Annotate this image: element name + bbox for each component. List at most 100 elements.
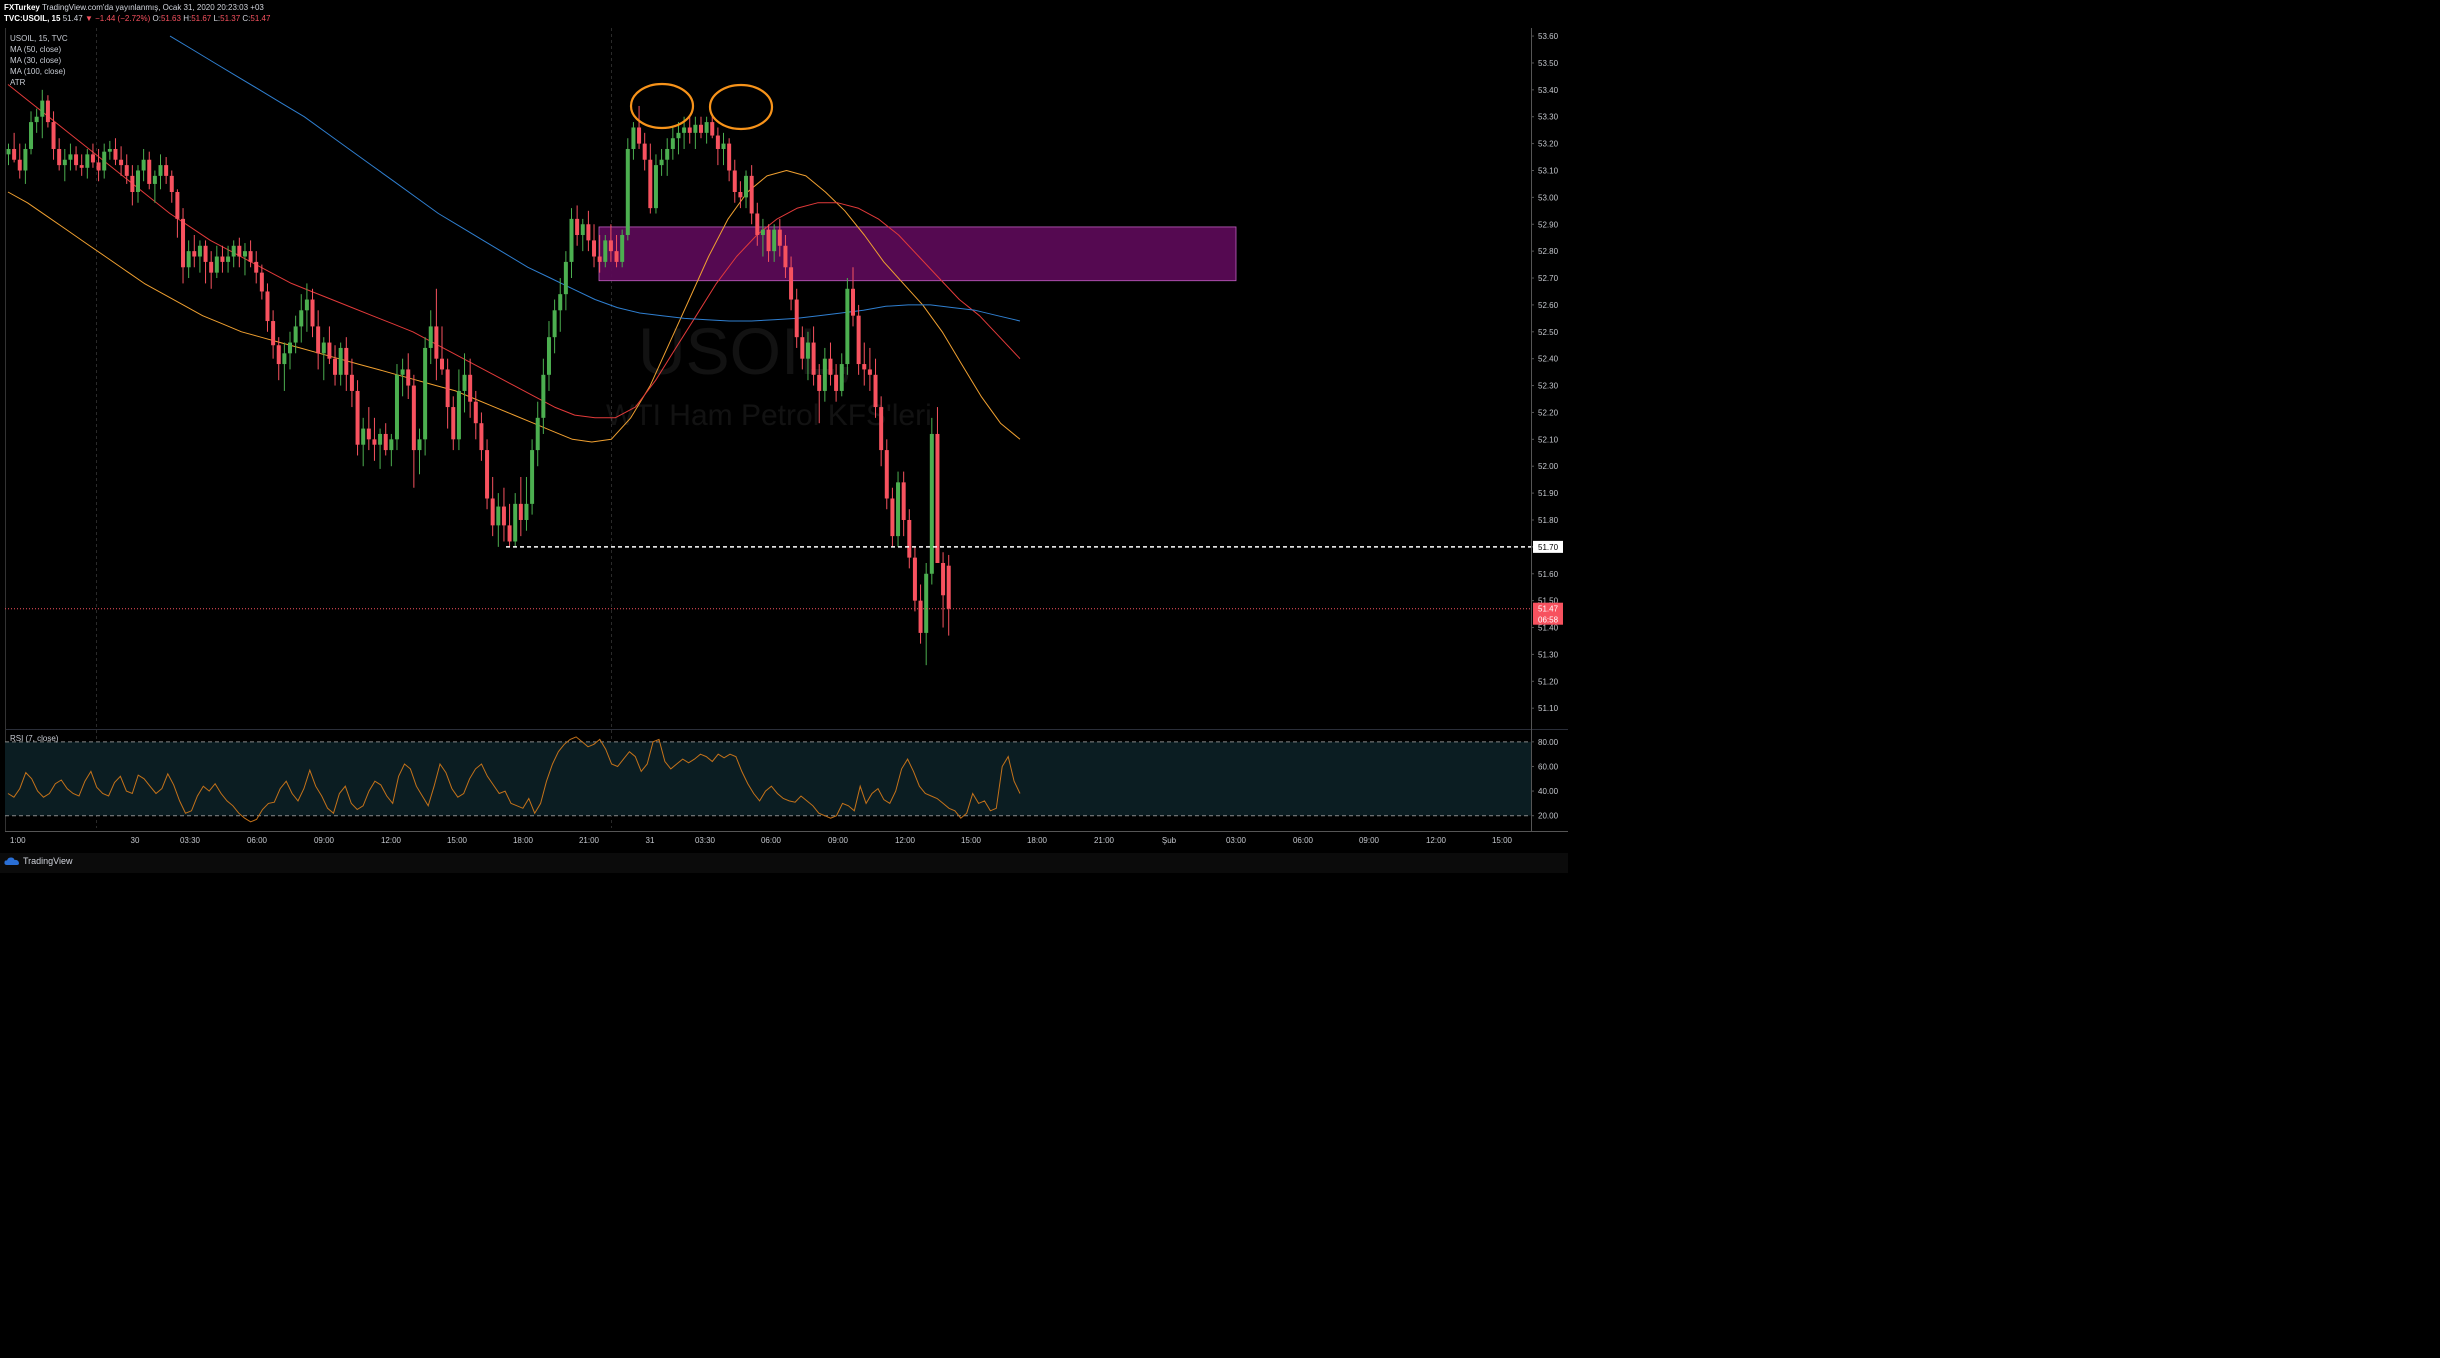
candle-body: [727, 143, 732, 171]
candle-body: [659, 159, 664, 166]
candle-body: [417, 439, 422, 451]
legend-ma50[interactable]: MA (50, close): [10, 45, 62, 54]
candle-body: [496, 506, 501, 526]
legend-atr[interactable]: ATR: [10, 78, 26, 87]
legend-ma100[interactable]: MA (100, close): [10, 67, 66, 76]
publisher-name[interactable]: FXTurkey: [4, 3, 40, 12]
candle: [321, 337, 326, 381]
candle: [68, 143, 73, 171]
rsi-tick-label: 20.00: [1538, 812, 1559, 821]
supply-zone-rect[interactable]: [598, 226, 1237, 282]
publish-date: TradingView.com'da yayınlanmış, Ocak 31,…: [41, 3, 264, 12]
ohlc-info: TVC:USOIL, 15 51.47 ▼ −1.44 (−2.72%) O:5…: [4, 14, 270, 24]
candle: [192, 235, 197, 268]
first-top-circle[interactable]: [629, 82, 695, 130]
tradingview-cloud-icon: [4, 857, 19, 865]
support-price-tag[interactable]: 51.70: [1538, 543, 1559, 552]
candle: [45, 95, 50, 128]
candle: [513, 493, 518, 547]
footer-bar: [0, 853, 1568, 873]
price-tick-label: 52.30: [1538, 382, 1559, 391]
candle: [507, 503, 512, 547]
high-label: H:: [183, 14, 192, 23]
candle: [85, 148, 90, 179]
candle: [423, 337, 428, 456]
rsi-band-fill: [5, 741, 1531, 816]
candle-body: [304, 299, 309, 311]
candle: [383, 423, 388, 456]
price-tick-label: 52.60: [1538, 301, 1559, 310]
candle-body: [440, 358, 445, 370]
candle-body: [57, 148, 62, 166]
candle: [462, 353, 467, 413]
candle: [96, 148, 101, 182]
candle-body: [783, 245, 788, 268]
time-tick-label: 09:00: [314, 836, 335, 845]
candle: [428, 310, 433, 365]
candle-body: [473, 401, 478, 424]
close-label: C:: [242, 14, 251, 23]
candle-body: [276, 345, 281, 365]
candle: [434, 288, 439, 381]
supply-zone: [598, 226, 1237, 282]
candle: [530, 439, 535, 515]
candle-body: [839, 364, 844, 391]
candle: [169, 170, 174, 203]
candle: [659, 148, 664, 176]
candle: [411, 374, 416, 488]
chart-header: FXTurkey TradingView.com'da yayınlanmış,…: [0, 0, 1568, 27]
candle-body: [918, 600, 923, 633]
candle: [186, 240, 191, 279]
candle: [693, 116, 698, 149]
candle: [732, 159, 737, 203]
price-chart[interactable]: USOIL, WTI Ham Petrol KFS'leri 53.6053.5…: [0, 0, 1568, 873]
candle-body: [856, 315, 861, 365]
candle: [254, 251, 259, 284]
publish-info: FXTurkey TradingView.com'da yayınlanmış,…: [4, 3, 264, 13]
candle: [304, 283, 309, 332]
candle: [468, 358, 473, 418]
candle-body: [85, 154, 90, 168]
candle: [879, 396, 884, 467]
legend-ma30[interactable]: MA (30, close): [10, 56, 62, 65]
candle: [918, 584, 923, 644]
candle-body: [214, 256, 219, 273]
candle-body: [811, 342, 816, 375]
candle: [344, 337, 349, 391]
candle-body: [608, 240, 613, 252]
legend-symbol[interactable]: USOIL, 15, TVC: [10, 34, 68, 43]
candle-body: [310, 299, 315, 327]
price-tick-label: 52.40: [1538, 355, 1559, 364]
candle-body: [879, 407, 884, 451]
candle: [614, 235, 619, 268]
time-tick-label: 30: [131, 836, 140, 845]
candle: [17, 143, 22, 179]
candle-body: [248, 251, 253, 262]
time-tick-label: Şub: [1162, 836, 1177, 845]
time-tick-label: 15:00: [447, 836, 468, 845]
last-price-tag[interactable]: 51.47: [1538, 605, 1559, 614]
candle: [653, 154, 658, 214]
candle-body: [507, 525, 512, 542]
time-tick-label: 31: [646, 836, 655, 845]
tradingview-logo[interactable]: TradingView: [4, 856, 73, 866]
price-tick-label: 51.20: [1538, 677, 1559, 686]
legend-rsi[interactable]: RSI (7, close): [10, 734, 59, 743]
candle-body: [569, 218, 574, 262]
candle-body: [896, 482, 901, 537]
candle: [107, 140, 112, 160]
candle: [687, 116, 692, 144]
candle-body: [625, 148, 630, 236]
candle: [637, 105, 642, 149]
candle: [51, 111, 56, 160]
candle: [282, 342, 287, 391]
time-tick-label: 18:00: [513, 836, 534, 845]
candle: [907, 509, 912, 569]
candle: [851, 267, 855, 327]
second-top-circle[interactable]: [708, 83, 774, 131]
candle: [119, 146, 124, 176]
candle-body: [29, 122, 34, 149]
candle-body: [597, 256, 602, 262]
candle: [817, 364, 822, 424]
candle: [406, 353, 411, 400]
